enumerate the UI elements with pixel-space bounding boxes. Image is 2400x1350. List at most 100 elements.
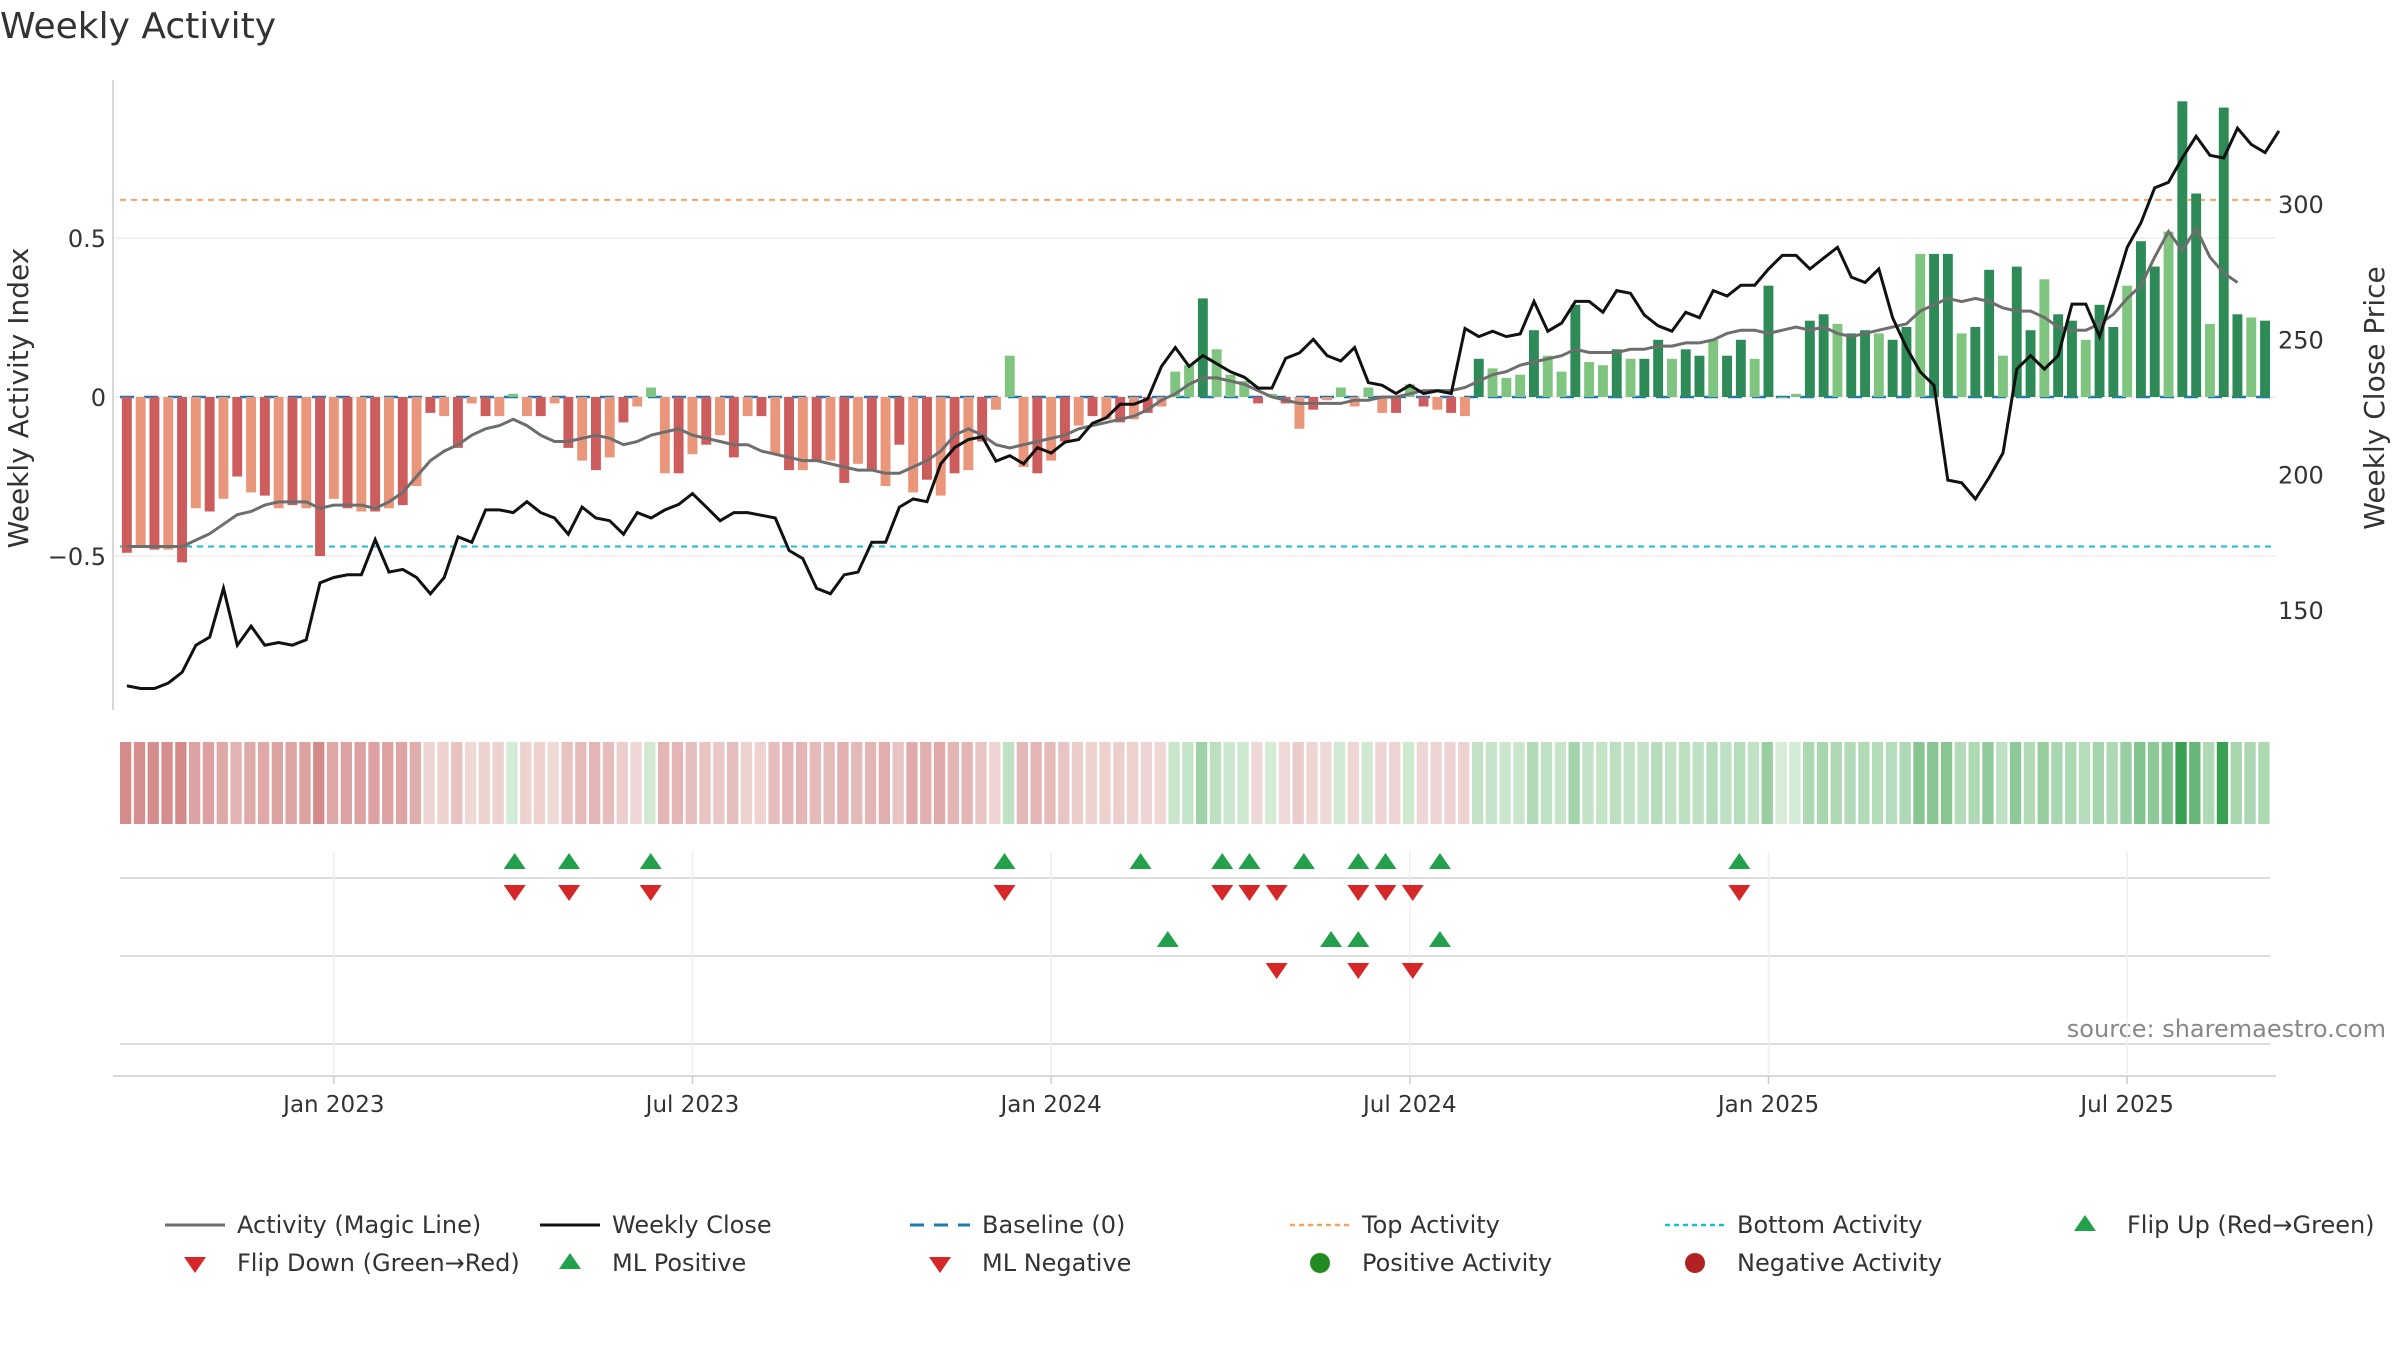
- heat-cell: [451, 742, 463, 824]
- heat-cell: [216, 742, 228, 824]
- heat-cell: [975, 742, 987, 824]
- right-tick-label: 150: [2278, 597, 2324, 625]
- heat-cell: [244, 742, 256, 824]
- heat-cell: [2244, 742, 2256, 824]
- legend-label: ML Negative: [982, 1249, 1131, 1277]
- flip-up-marker: [1374, 853, 1397, 869]
- heat-cell: [423, 742, 435, 824]
- legend-label: Bottom Activity: [1737, 1211, 1922, 1239]
- heat-cell: [1361, 742, 1373, 824]
- flip-down-marker: [639, 885, 662, 901]
- heat-cell: [1871, 742, 1884, 824]
- ml-positive-marker: [1428, 931, 1451, 947]
- heat-cell: [1333, 742, 1346, 824]
- heat-cell: [1347, 742, 1359, 824]
- heat-cell: [1927, 742, 1939, 824]
- legend-label: Top Activity: [1361, 1211, 1500, 1239]
- activity-bar: [1556, 371, 1567, 397]
- activity-bar: [384, 397, 394, 509]
- heat-cell: [864, 742, 877, 824]
- activity-bar: [1239, 381, 1250, 397]
- heat-cell: [354, 742, 366, 824]
- heat-cell: [1554, 742, 1566, 824]
- activity-bar: [1653, 339, 1664, 397]
- activity-bar: [591, 397, 601, 471]
- heat-cell: [1196, 742, 1208, 824]
- heat-cell: [1885, 742, 1897, 824]
- flip-up-marker: [558, 853, 581, 869]
- heat-cell: [630, 742, 642, 824]
- legend-item: Activity (Magic Line): [165, 1211, 481, 1239]
- activity-bar: [301, 397, 312, 509]
- activity-bar: [1860, 330, 1870, 397]
- activity-bar: [522, 397, 532, 417]
- activity-bar: [273, 397, 284, 509]
- heat-cell: [189, 742, 201, 824]
- right-tick-label: 250: [2278, 326, 2324, 354]
- legend-item: Flip Down (Green→Red): [184, 1249, 520, 1277]
- heat-cell: [1816, 742, 1829, 824]
- heat-cell: [1637, 742, 1649, 824]
- activity-bar: [935, 397, 946, 496]
- activity-bar: [1777, 397, 1788, 398]
- activity-bar: [2218, 107, 2229, 397]
- activity-bar: [2260, 320, 2270, 397]
- activity-bar: [287, 397, 298, 506]
- flip-up-marker: [1728, 853, 1751, 869]
- activity-bar: [1377, 397, 1388, 413]
- heat-cell: [1913, 742, 1925, 824]
- activity-bar: [2136, 241, 2146, 397]
- activity-bar: [1501, 377, 1512, 397]
- heat-cell: [671, 742, 684, 824]
- heat-cell: [409, 742, 421, 824]
- heat-cell: [1720, 742, 1732, 824]
- activity-bar: [1473, 358, 1484, 397]
- legend-label: ML Positive: [612, 1249, 746, 1277]
- heat-cell: [809, 742, 821, 824]
- activity-bar: [259, 397, 270, 496]
- activity-bar: [977, 397, 988, 442]
- heat-cell: [1237, 742, 1249, 824]
- heat-cell: [2216, 742, 2229, 824]
- activity-bar: [1680, 349, 1691, 397]
- activity-bar: [908, 397, 919, 493]
- heat-cell: [1044, 742, 1056, 824]
- source-label: source: sharemaestro.com: [2067, 1015, 2386, 1043]
- flip-down-marker: [1265, 885, 1288, 901]
- heat-cell: [478, 742, 490, 824]
- activity-bar: [549, 397, 560, 404]
- heat-cell: [1485, 742, 1497, 824]
- heat-cell: [1844, 742, 1856, 824]
- activity-bar: [411, 397, 422, 486]
- x-tick-label: Jan 2025: [1716, 1092, 1819, 1118]
- flip-down-marker: [1374, 885, 1397, 901]
- weekly-close-line: [126, 125, 2281, 690]
- heat-cell: [920, 742, 932, 824]
- heat-cell: [961, 742, 973, 824]
- heat-cell: [892, 742, 904, 824]
- activity-bar: [2108, 327, 2119, 397]
- heat-cell: [2189, 742, 2201, 824]
- heat-cell: [933, 742, 946, 824]
- heat-cell: [285, 742, 297, 824]
- x-tick-label: Jul 2024: [1361, 1092, 1457, 1118]
- heat-cell: [1071, 742, 1084, 824]
- heat-cell: [754, 742, 766, 824]
- heat-cell: [1320, 742, 1332, 824]
- activity-bar: [342, 397, 353, 509]
- flip-up-marker: [1428, 853, 1451, 869]
- heat-cell: [120, 742, 132, 824]
- flip-up-marker: [1129, 853, 1152, 869]
- heat-cell: [1609, 742, 1622, 824]
- activity-bar: [687, 397, 698, 455]
- heat-cell: [575, 742, 587, 824]
- heat-cell: [1858, 742, 1870, 824]
- heat-cell: [685, 742, 697, 824]
- heat-cell: [299, 742, 311, 824]
- chart-title: Weekly Activity: [0, 6, 276, 47]
- heat-cell: [1058, 742, 1070, 824]
- activity-bar: [1694, 355, 1705, 397]
- activity-bar: [1722, 355, 1732, 397]
- legend-label: Activity (Magic Line): [237, 1211, 481, 1239]
